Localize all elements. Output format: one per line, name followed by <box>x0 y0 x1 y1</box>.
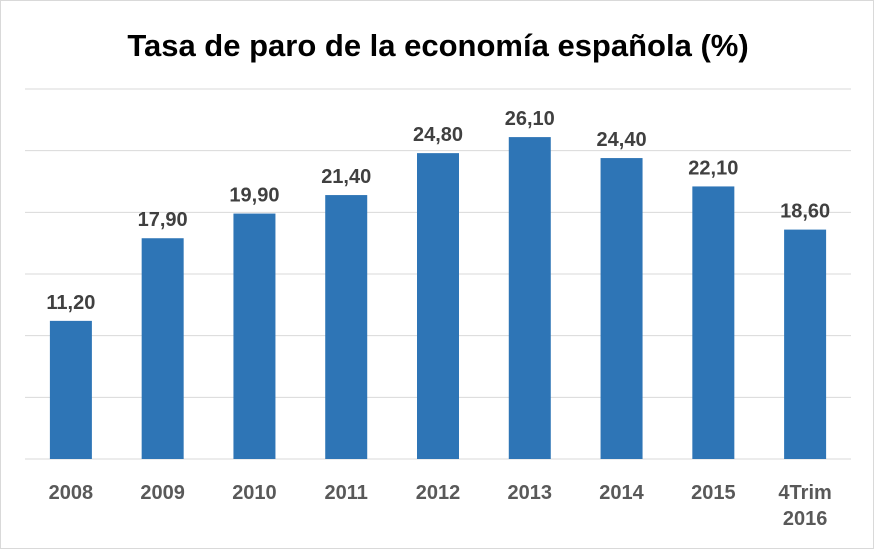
x-tick-label: 2015 <box>691 482 736 504</box>
data-label: 24,80 <box>413 124 463 146</box>
data-label: 22,10 <box>688 157 738 179</box>
x-tick-label: 2010 <box>232 482 277 504</box>
chart-title: Tasa de paro de la economía española (%) <box>127 28 748 63</box>
data-label: 21,40 <box>321 166 371 188</box>
bar-2015 <box>692 186 735 459</box>
x-tick-label: 2011 <box>325 482 368 504</box>
bar-2012 <box>417 153 459 459</box>
x-tick-label: 2009 <box>140 482 185 504</box>
bar-2009 <box>141 238 184 459</box>
data-label: 17,90 <box>138 209 188 231</box>
data-label: 19,90 <box>229 185 279 207</box>
data-label: 26,10 <box>505 108 555 130</box>
data-label: 18,60 <box>780 201 830 223</box>
x-tick-label: 4Trim 2016 <box>778 482 831 530</box>
data-label: 11,20 <box>46 292 95 314</box>
bar-2008 <box>49 320 92 459</box>
x-tick-label: 2012 <box>416 482 461 504</box>
bar-2014 <box>600 158 643 460</box>
x-tick-label: 2013 <box>508 482 553 504</box>
bar-2013 <box>508 137 551 459</box>
bar-2010 <box>233 213 276 459</box>
x-tick-label: 2014 <box>599 482 644 504</box>
x-tick-label: 2008 <box>49 482 94 504</box>
bar-2011 <box>325 195 368 460</box>
bar-4trim-2016 <box>784 229 827 459</box>
data-label: 24,40 <box>597 129 647 151</box>
